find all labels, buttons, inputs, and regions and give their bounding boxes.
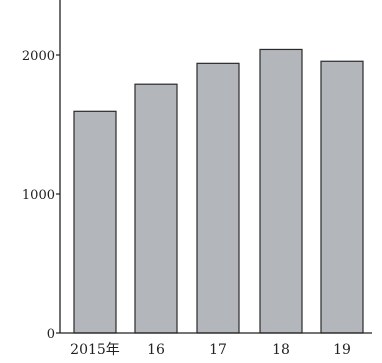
bar-1 <box>73 110 117 334</box>
x-tick-label: 19 <box>333 342 351 358</box>
x-tick-label: 18 <box>272 342 290 358</box>
bar-2 <box>134 83 178 334</box>
x-tick-label: 16 <box>147 342 165 358</box>
x-axis: 2015年 16 17 18 19 <box>60 332 372 358</box>
y-tick-label: 1000 <box>22 188 55 203</box>
y-tick-label: 0 <box>47 327 55 342</box>
bar-3 <box>196 62 240 334</box>
y-tick-label: 2000 <box>22 49 55 64</box>
y-axis: 0 1000 2000 <box>22 0 61 342</box>
bar-5 <box>320 60 364 334</box>
bars <box>73 48 364 334</box>
bar-4 <box>259 48 303 334</box>
x-tick-label: 17 <box>209 342 227 358</box>
x-tick-label: 2015年 <box>70 342 120 358</box>
